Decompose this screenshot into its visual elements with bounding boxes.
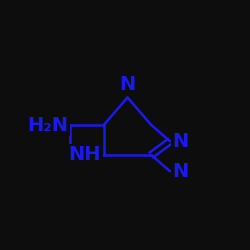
- Text: NH: NH: [69, 146, 101, 165]
- Text: H₂N: H₂N: [28, 116, 68, 134]
- Text: N: N: [120, 75, 136, 94]
- Text: N: N: [172, 132, 189, 151]
- Text: N: N: [172, 162, 189, 181]
